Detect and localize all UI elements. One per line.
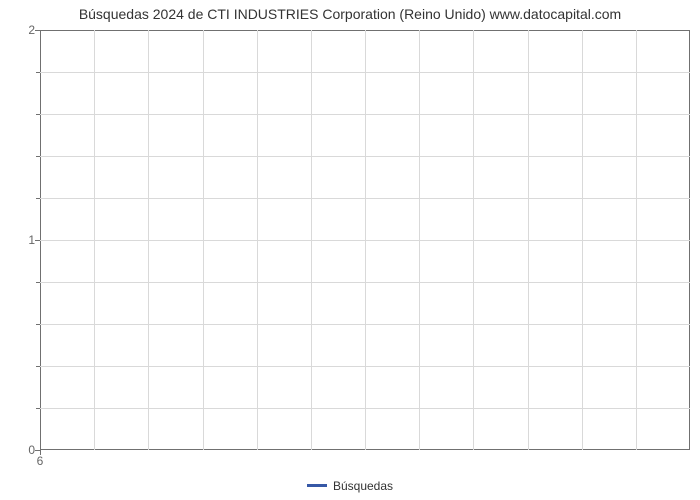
gridline-vertical <box>636 30 637 450</box>
gridline-vertical <box>419 30 420 450</box>
y-minor-tick-mark <box>36 408 40 409</box>
y-minor-tick-mark <box>36 156 40 157</box>
y-tick-label: 0 <box>5 443 35 457</box>
gridline-vertical <box>257 30 258 450</box>
plot-area <box>40 30 690 450</box>
y-tick-mark <box>35 30 40 31</box>
y-minor-tick-mark <box>36 198 40 199</box>
y-minor-tick-mark <box>36 114 40 115</box>
gridline-vertical <box>311 30 312 450</box>
y-minor-tick-mark <box>36 366 40 367</box>
legend: Búsquedas <box>0 478 700 493</box>
legend-label: Búsquedas <box>333 479 393 493</box>
y-minor-tick-mark <box>36 72 40 73</box>
gridline-vertical <box>473 30 474 450</box>
gridline-vertical <box>148 30 149 450</box>
gridline-vertical <box>528 30 529 450</box>
y-minor-tick-mark <box>36 282 40 283</box>
y-tick-label: 2 <box>5 23 35 37</box>
x-tick-label: 6 <box>37 454 44 468</box>
chart-title: Búsquedas 2024 de CTI INDUSTRIES Corpora… <box>0 0 700 22</box>
y-minor-tick-mark <box>36 324 40 325</box>
gridline-vertical <box>94 30 95 450</box>
y-tick-mark <box>35 240 40 241</box>
gridline-vertical <box>365 30 366 450</box>
y-tick-label: 1 <box>5 233 35 247</box>
legend-swatch <box>307 484 327 487</box>
chart-container: Búsquedas 2024 de CTI INDUSTRIES Corpora… <box>0 0 700 500</box>
x-tick-mark <box>40 450 41 455</box>
gridline-vertical <box>203 30 204 450</box>
gridline-vertical <box>582 30 583 450</box>
